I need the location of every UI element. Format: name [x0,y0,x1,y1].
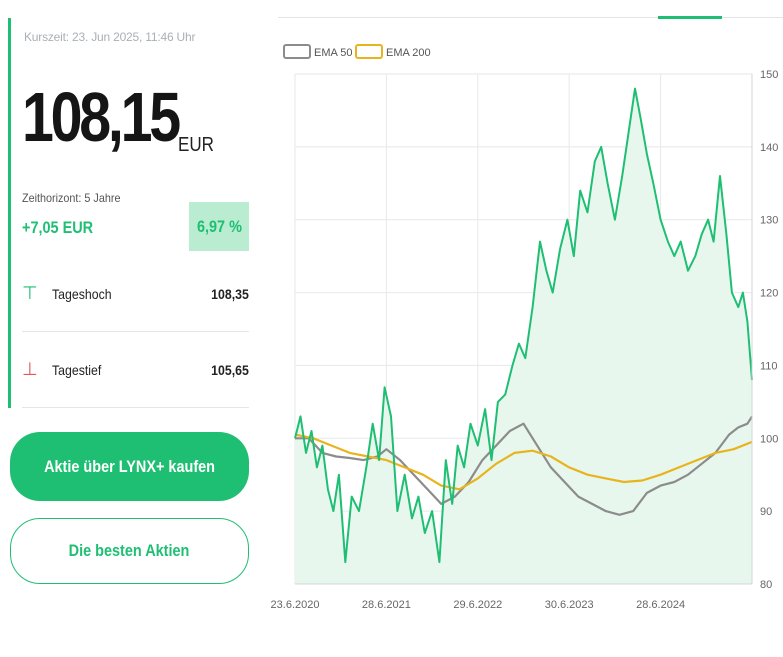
quote-panel: Kurszeit: 23. Jun 2025, 11:46 Uhr 108,15… [0,0,265,657]
price-area [295,88,752,584]
x-tick-label: 28.6.2024 [636,599,685,611]
best-stocks-label: Die besten Aktien [69,541,190,560]
chart-legend: EMA 50 EMA 200 [283,44,431,59]
y-tick-label: 100 [760,433,778,445]
active-timeframe-tab[interactable] [658,16,722,19]
y-tick-label: 110 [760,360,778,372]
x-tick-label: 30.6.2023 [545,599,594,611]
day-high-row: ⊤ Tageshoch 108,35 [22,256,249,332]
accent-bar [8,18,11,408]
change-percent: 6,97 % [196,216,242,236]
y-tick-label: 80 [760,579,772,591]
legend-swatch [283,44,311,59]
time-horizon: Zeithorizont: 5 Jahre [22,191,121,205]
x-tick-label: 23.6.2020 [271,599,320,611]
current-price: 108,15 [22,78,181,156]
day-low-row: ⊥ Tagestief 105,65 [22,332,249,408]
series-line-ema-200 [294,433,753,491]
price-area-fill [295,88,752,584]
price-row: 108,15 EUR [22,78,214,156]
x-tick-label: 28.6.2021 [362,599,411,611]
change-absolute: +7,05 EUR [22,218,94,237]
series-lines [294,87,753,564]
legend-label: EMA 200 [386,47,431,59]
change-percent-badge: 6,97 % [189,202,249,251]
legend-swatch [355,44,383,59]
arrow-down-icon: ⊥ [22,359,38,379]
y-tick-label: 120 [760,288,778,300]
day-high-label: Tageshoch [52,285,112,302]
chart-header-divider [278,17,783,18]
day-low-value: 105,65 [211,361,249,378]
legend-label: EMA 50 [314,47,353,59]
buy-stock-label: Aktie über LYNX+ kaufen [44,456,215,476]
best-stocks-button[interactable]: Die besten Aktien [10,518,249,584]
price-chart: 80 90 100 110 120 130 140 150 23.6.2020 28.6.2021… [271,44,779,611]
y-tick-label: 130 [760,215,778,227]
day-low-label: Tagestief [52,361,102,378]
x-tick-label: 29.6.2022 [453,599,502,611]
arrow-up-icon: ⊤ [22,283,38,303]
currency-label: EUR [178,134,214,156]
series-line-price [294,87,753,564]
y-tick-label: 150 [760,69,778,81]
day-high-value: 108,35 [211,285,249,302]
y-tick-label: 90 [760,506,772,518]
y-tick-label: 140 [760,142,778,154]
chart-axes: 80 90 100 110 120 130 140 150 23.6.2020 28.6.2021… [271,69,779,611]
quote-timestamp: Kurszeit: 23. Jun 2025, 11:46 Uhr [24,30,196,44]
buy-stock-button[interactable]: Aktie über LYNX+ kaufen [10,432,249,501]
